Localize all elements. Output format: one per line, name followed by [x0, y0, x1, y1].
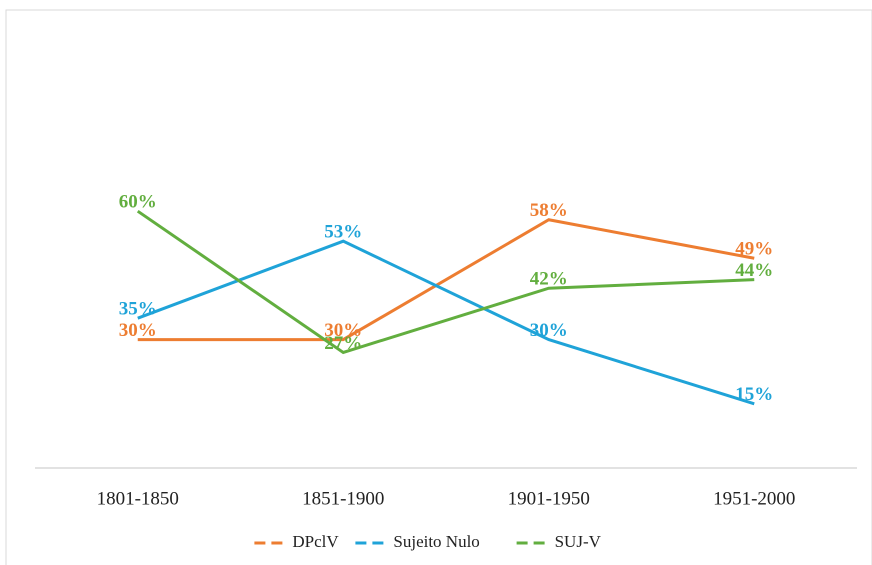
x-tick-label: 1951-2000: [713, 488, 795, 509]
data-label: 42%: [530, 269, 568, 290]
data-label: 30%: [530, 320, 568, 341]
data-label: 58%: [530, 200, 568, 221]
series-line: [137, 218, 755, 342]
data-label: 15%: [735, 384, 773, 405]
data-label: 30%: [119, 320, 157, 341]
data-label: 44%: [735, 260, 773, 281]
legend-label: SUJ-V: [555, 532, 602, 551]
legend-label: Sujeito Nulo: [393, 532, 479, 551]
series-line: [136, 209, 755, 355]
data-label: 35%: [119, 299, 157, 320]
chart-border: [5, 9, 872, 565]
x-tick-label: 1901-1950: [508, 488, 590, 509]
data-label: 27%: [324, 333, 362, 354]
legend-label: DPclV: [292, 532, 339, 551]
x-tick-label: 1801-1850: [97, 488, 179, 509]
data-label: 53%: [324, 222, 362, 243]
data-label: 49%: [735, 239, 773, 260]
x-tick-label: 1851-1900: [302, 488, 384, 509]
data-label: 30%: [324, 320, 362, 341]
series-line: [137, 239, 755, 406]
data-label: 60%: [119, 192, 157, 213]
